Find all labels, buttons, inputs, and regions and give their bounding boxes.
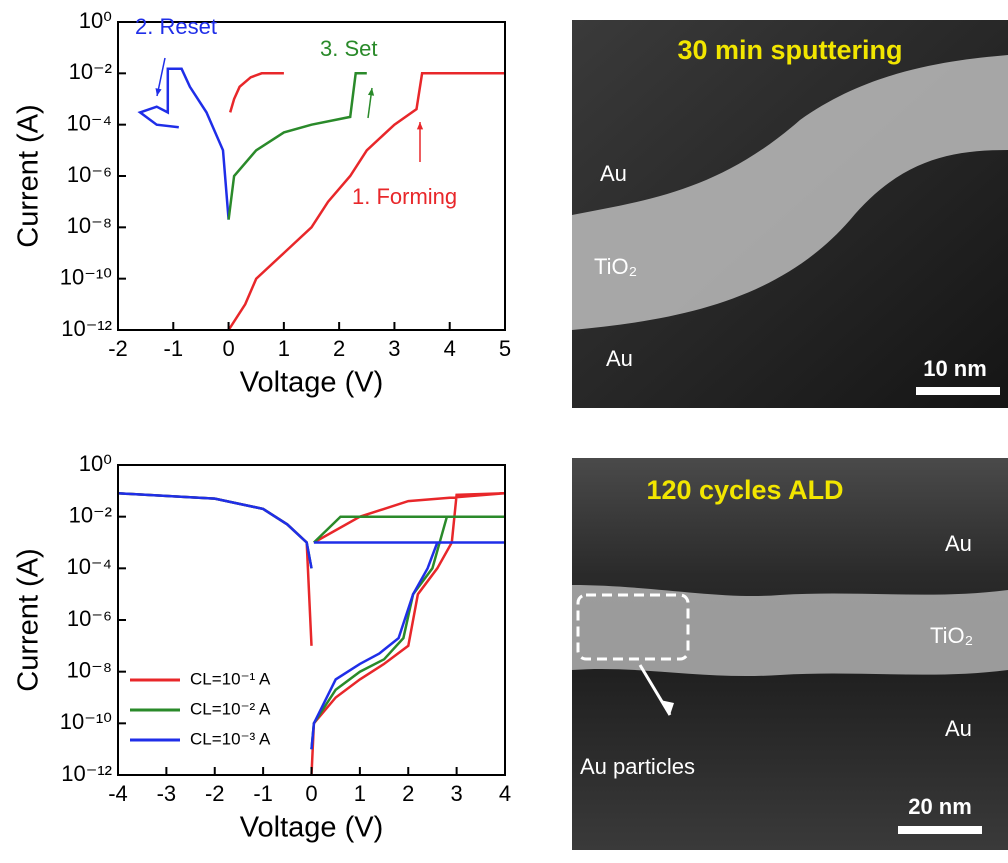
image-label: TiO₂ <box>594 254 637 279</box>
image-label: Au <box>945 716 972 741</box>
x-tick-label: 3 <box>388 336 400 361</box>
y-tick-label: 10⁻¹⁰ <box>60 709 112 734</box>
x-tick-label: 0 <box>222 336 234 361</box>
figure: 30 min sputtering Au TiO₂ Au 10 nm 120 c… <box>0 0 1008 858</box>
image-title: 30 min sputtering <box>677 35 902 65</box>
y-tick-label: 10⁻¹⁰ <box>60 264 112 289</box>
y-tick-label: 10⁻² <box>69 502 112 527</box>
y-tick-label: 10⁰ <box>79 8 112 33</box>
x-tick-label: -2 <box>205 781 225 806</box>
data-line <box>140 69 229 220</box>
y-axis-title: Current (A) <box>13 104 45 247</box>
x-tick-label: 2 <box>333 336 345 361</box>
y-axis-title: Current (A) <box>13 548 45 691</box>
x-tick-label: -1 <box>164 336 184 361</box>
y-tick-label: 10⁻⁸ <box>67 213 112 238</box>
legend-label: CL=10⁻² A <box>190 699 271 718</box>
arrow-head <box>155 88 161 96</box>
x-tick-label: 1 <box>278 336 290 361</box>
x-tick-label: 5 <box>499 336 511 361</box>
tem-image-2: 120 cycles ALD Au TiO₂ Au Au particles 2… <box>572 458 1008 850</box>
x-tick-label: 0 <box>305 781 317 806</box>
x-tick-label: -1 <box>253 781 273 806</box>
y-tick-label: 10⁻⁸ <box>67 657 112 682</box>
x-tick-label: 2 <box>402 781 414 806</box>
y-tick-label: 10⁻¹² <box>61 761 112 786</box>
image-label: Au <box>606 346 633 371</box>
y-tick-label: 10⁻⁶ <box>67 606 112 631</box>
data-line <box>229 73 367 219</box>
x-tick-label: 4 <box>444 336 456 361</box>
y-tick-label: 10⁰ <box>79 451 112 476</box>
annotation: 1. Forming <box>352 184 457 209</box>
y-tick-label: 10⁻⁴ <box>66 110 112 135</box>
image-title: 120 cycles ALD <box>646 475 843 505</box>
scale-bar-label: 20 nm <box>908 794 972 819</box>
data-line <box>118 493 505 775</box>
x-axis-title: Voltage (V) <box>240 812 383 844</box>
x-tick-label: -3 <box>157 781 177 806</box>
image-label: Au <box>945 531 972 556</box>
annotation: 2. Reset <box>135 14 217 39</box>
arrow-head <box>417 122 423 129</box>
image-label: Au particles <box>580 754 695 779</box>
x-tick-label: 3 <box>451 781 463 806</box>
annotation: 3. Set <box>320 36 377 61</box>
y-tick-label: 10⁻¹² <box>61 316 112 341</box>
y-tick-label: 10⁻² <box>69 59 112 84</box>
image-label: TiO₂ <box>930 623 973 648</box>
legend-label: CL=10⁻¹ A <box>190 669 271 688</box>
legend-label: CL=10⁻³ A <box>190 729 271 748</box>
tem-image-1: 30 min sputtering Au TiO₂ Au 10 nm <box>572 20 1008 408</box>
y-tick-label: 10⁻⁶ <box>67 162 112 187</box>
image-label: Au <box>600 161 627 186</box>
arrow-head <box>368 88 374 96</box>
x-tick-label: 4 <box>499 781 511 806</box>
scale-bar-label: 10 nm <box>923 356 987 381</box>
x-tick-label: 1 <box>354 781 366 806</box>
y-tick-label: 10⁻⁴ <box>66 554 112 579</box>
x-axis-title: Voltage (V) <box>240 367 383 399</box>
